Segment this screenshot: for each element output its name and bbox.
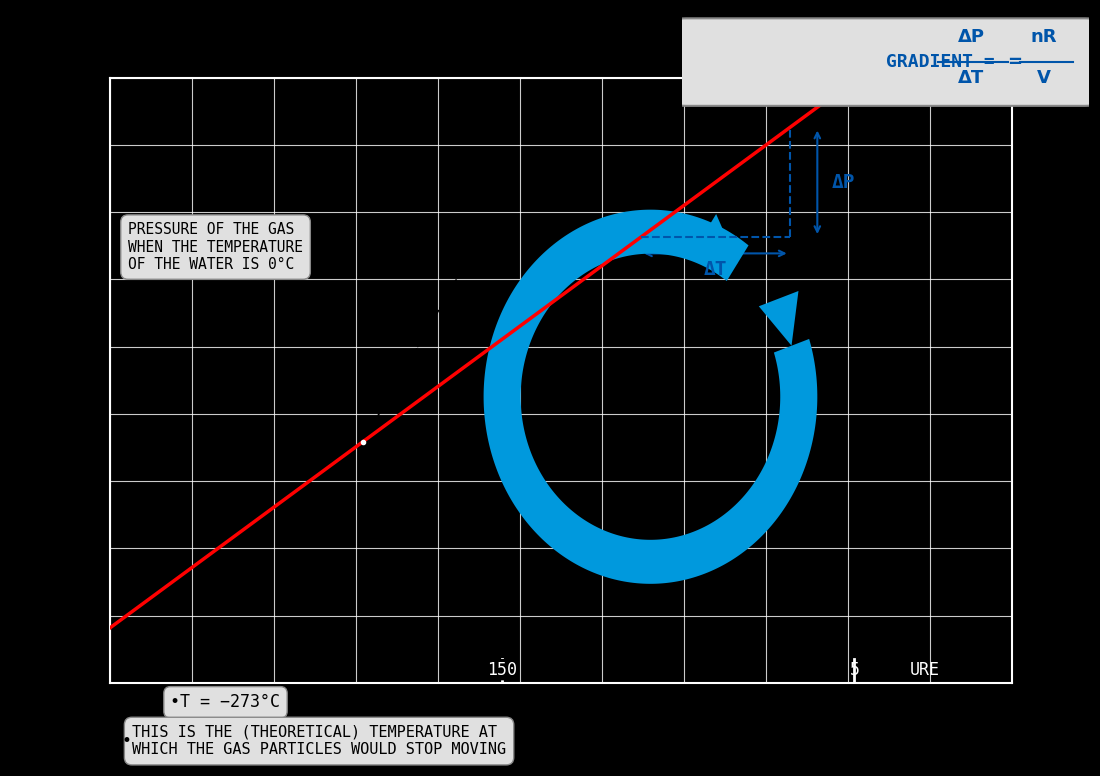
Text: =: = (1008, 53, 1028, 71)
Text: ΔP: ΔP (832, 173, 855, 192)
Text: •T = −273°C: •T = −273°C (170, 693, 280, 712)
Text: ΔP: ΔP (957, 28, 984, 46)
Text: 150: 150 (487, 660, 517, 679)
Polygon shape (484, 210, 817, 584)
Text: ΔT: ΔT (958, 68, 984, 87)
FancyBboxPatch shape (678, 19, 1093, 106)
Text: THIS IS THE (THEORETICAL) TEMPERATURE AT
WHICH THE GAS PARTICLES WOULD STOP MOVI: THIS IS THE (THEORETICAL) TEMPERATURE AT… (132, 725, 506, 757)
Text: GRADIENT =: GRADIENT = (886, 53, 1005, 71)
Text: V: V (1037, 68, 1052, 87)
Text: 5: 5 (849, 660, 859, 679)
Polygon shape (692, 214, 738, 263)
Text: PRESSURE OF THE GAS
WHEN THE TEMPERATURE
OF THE WATER IS 0°C: PRESSURE OF THE GAS WHEN THE TEMPERATURE… (128, 222, 303, 272)
Text: •: • (122, 732, 131, 750)
Text: ΔT: ΔT (704, 261, 727, 279)
Polygon shape (759, 291, 799, 346)
Text: URE: URE (910, 660, 940, 679)
Text: 150: 150 (487, 660, 517, 679)
Text: nR: nR (1031, 28, 1057, 46)
